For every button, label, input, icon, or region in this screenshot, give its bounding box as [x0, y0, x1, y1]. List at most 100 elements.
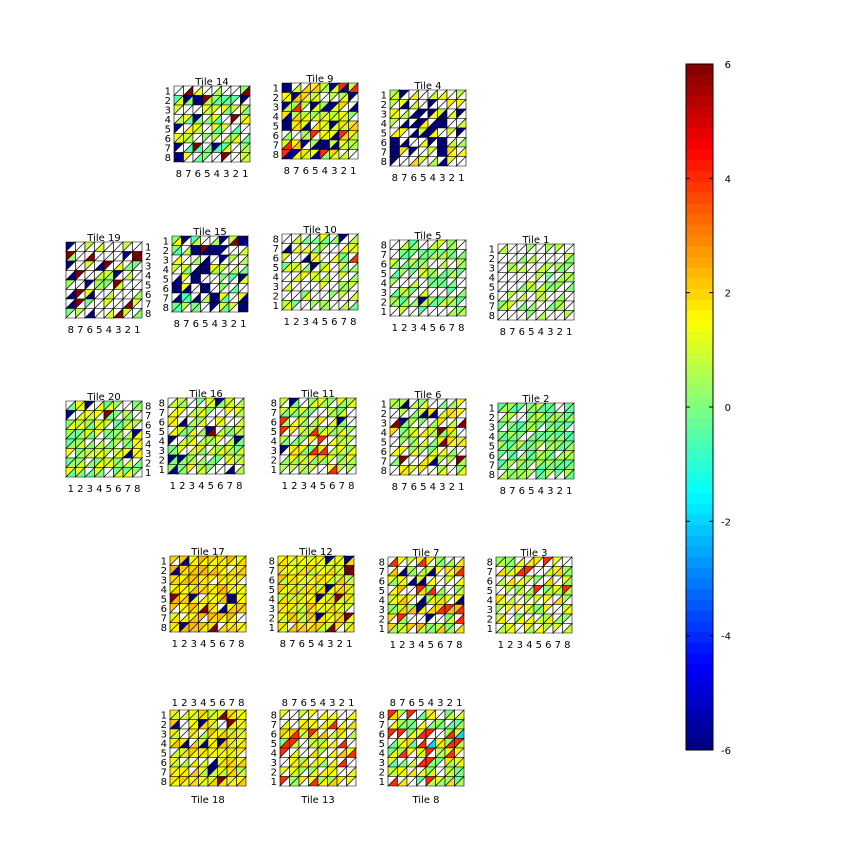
tile-4-y-tick-label: 1: [381, 90, 387, 101]
tile-8-y-tick-label: 2: [379, 767, 385, 778]
tile-14-x-tick-label: 7: [185, 169, 191, 180]
tile-15-y-tick-label: 1: [163, 236, 169, 247]
colorbar-band: [686, 557, 713, 569]
tile-13-x-tick-label: 4: [320, 698, 326, 709]
tile-18-x-tick-label: 8: [238, 698, 244, 709]
tile-7-x-tick-label: 6: [437, 640, 443, 651]
colorbar-band: [686, 331, 713, 344]
tile-2-y-tick-label: 2: [489, 413, 495, 424]
tile-6-y-tick-label: 4: [381, 428, 387, 439]
tile-9-x-tick-label: 6: [303, 166, 309, 177]
tile-4-x-tick-label: 2: [449, 173, 455, 184]
tile-11-y-tick-label: 1: [271, 465, 277, 476]
colorbar-band: [686, 117, 713, 129]
tile-16-x-tick-label: 3: [189, 481, 195, 492]
colorbar-band: [686, 128, 713, 140]
tile-13-x-tick-label: 2: [339, 698, 345, 709]
tile-5-x-tick-label: 8: [458, 323, 464, 334]
tile-20-x-tick-label: 1: [68, 484, 74, 495]
tile-2-y-tick-label: 6: [489, 451, 495, 462]
tile-6-y-tick-label: 7: [381, 456, 387, 467]
tile-3-y-tick-label: 5: [487, 586, 493, 597]
tile-10-title: Tile 10: [302, 225, 336, 236]
tile-5-y-tick-label: 7: [381, 250, 387, 261]
tile-15-y-tick-label: 5: [163, 274, 169, 285]
colorbar-tick-label: 0: [725, 403, 731, 414]
colorbar-band: [686, 578, 713, 590]
tile-3-x-tick-label: 4: [526, 640, 532, 651]
tile-1-x-tick-label: 5: [528, 327, 534, 338]
tile-8-x-tick-label: 3: [437, 698, 443, 709]
tile-12-y-tick-label: 6: [269, 575, 275, 586]
tile-8-y-tick-label: 3: [379, 758, 385, 769]
colorbar-band: [686, 599, 713, 612]
tile-10-y-tick-label: 3: [273, 282, 279, 293]
colorbar-band: [686, 139, 713, 151]
colorbar-band: [686, 342, 713, 354]
tile-1-y-tick-label: 6: [489, 292, 495, 303]
tile-3-y-tick-label: 3: [487, 605, 493, 616]
tile-4-y-tick-label: 5: [381, 128, 387, 139]
tile-8-y-tick-label: 8: [379, 710, 385, 721]
tile-14-y-tick-label: 8: [165, 153, 171, 164]
tile-7-y-tick-label: 6: [379, 576, 385, 587]
tile-16-y-tick-label: 7: [159, 408, 165, 419]
tile-12-cell-r8-c8-lower: [343, 621, 355, 633]
tile-3-y-tick-label: 7: [487, 567, 493, 578]
tile-5-x-tick-label: 2: [401, 323, 407, 334]
tile-12-y-tick-label: 1: [269, 623, 275, 634]
tile-10-x-tick-label: 6: [331, 317, 337, 328]
tile-11-x-tick-label: 4: [310, 481, 316, 492]
tile-12-y-tick-label: 5: [269, 585, 275, 596]
tile-12-y-tick-label: 4: [269, 594, 275, 605]
tile-17-y-tick-label: 8: [161, 623, 167, 634]
tile-12-y-tick-label: 7: [269, 566, 275, 577]
tile-20-y-tick-label: 2: [145, 458, 151, 469]
tile-18-x-tick-label: 3: [191, 698, 197, 709]
tile-20-y-tick-label: 7: [145, 411, 151, 422]
tile-10-y-tick-label: 1: [273, 301, 279, 312]
tile-13-y-tick-label: 6: [271, 729, 277, 740]
tile-20-x-tick-label: 5: [106, 484, 112, 495]
tile-10-x-tick-label: 2: [293, 317, 299, 328]
tile-3-cell-r8-c8-lower: [561, 622, 573, 634]
tile-9-y-tick-label: 7: [273, 140, 279, 151]
tile-2-x-tick-label: 5: [528, 486, 534, 497]
tile-4-y-tick-label: 4: [381, 119, 387, 130]
tile-15-cell-r8-c8-lower: [237, 301, 249, 313]
tile-15-x-tick-label: 8: [174, 319, 180, 330]
tile-2-x-tick-label: 7: [509, 486, 515, 497]
tile-2-y-tick-label: 8: [489, 470, 495, 481]
tile-9-x-tick-label: 5: [312, 166, 318, 177]
tile-16-x-tick-label: 6: [217, 481, 223, 492]
tile-18-y-tick-label: 3: [161, 729, 167, 740]
colorbar-band: [686, 524, 713, 537]
tile-9-x-tick-label: 7: [293, 166, 299, 177]
tile-13-x-tick-label: 3: [329, 698, 335, 709]
colorbar-band: [686, 696, 713, 708]
tile-12-x-tick-label: 8: [280, 639, 286, 650]
tile-17-x-tick-label: 1: [172, 639, 178, 650]
tile-2-x-tick-label: 6: [519, 486, 525, 497]
tile-14-y-tick-label: 5: [165, 124, 171, 135]
tile-18-x-tick-label: 5: [210, 698, 216, 709]
colorbar-band: [686, 64, 713, 76]
tile-9-title: Tile 9: [305, 74, 333, 85]
tile-14-y-tick-label: 1: [165, 86, 171, 97]
tile-8-x-tick-label: 7: [399, 698, 405, 709]
tile-6-x-tick-label: 1: [458, 482, 464, 493]
tile-18-y-tick-label: 6: [161, 758, 167, 769]
tile-16-y-tick-label: 6: [159, 417, 165, 428]
tile-3-x-tick-label: 8: [564, 640, 570, 651]
tile-19-x-tick-label: 8: [68, 325, 74, 336]
colorbar-band: [686, 214, 713, 226]
tile-7-y-tick-label: 7: [379, 567, 385, 578]
tile-7-y-tick-label: 2: [379, 614, 385, 625]
tile-9-x-tick-label: 4: [322, 166, 328, 177]
tile-19-x-tick-label: 3: [115, 325, 121, 336]
tile-11-y-tick-label: 4: [271, 436, 277, 447]
tile-17-y-tick-label: 1: [161, 556, 167, 567]
